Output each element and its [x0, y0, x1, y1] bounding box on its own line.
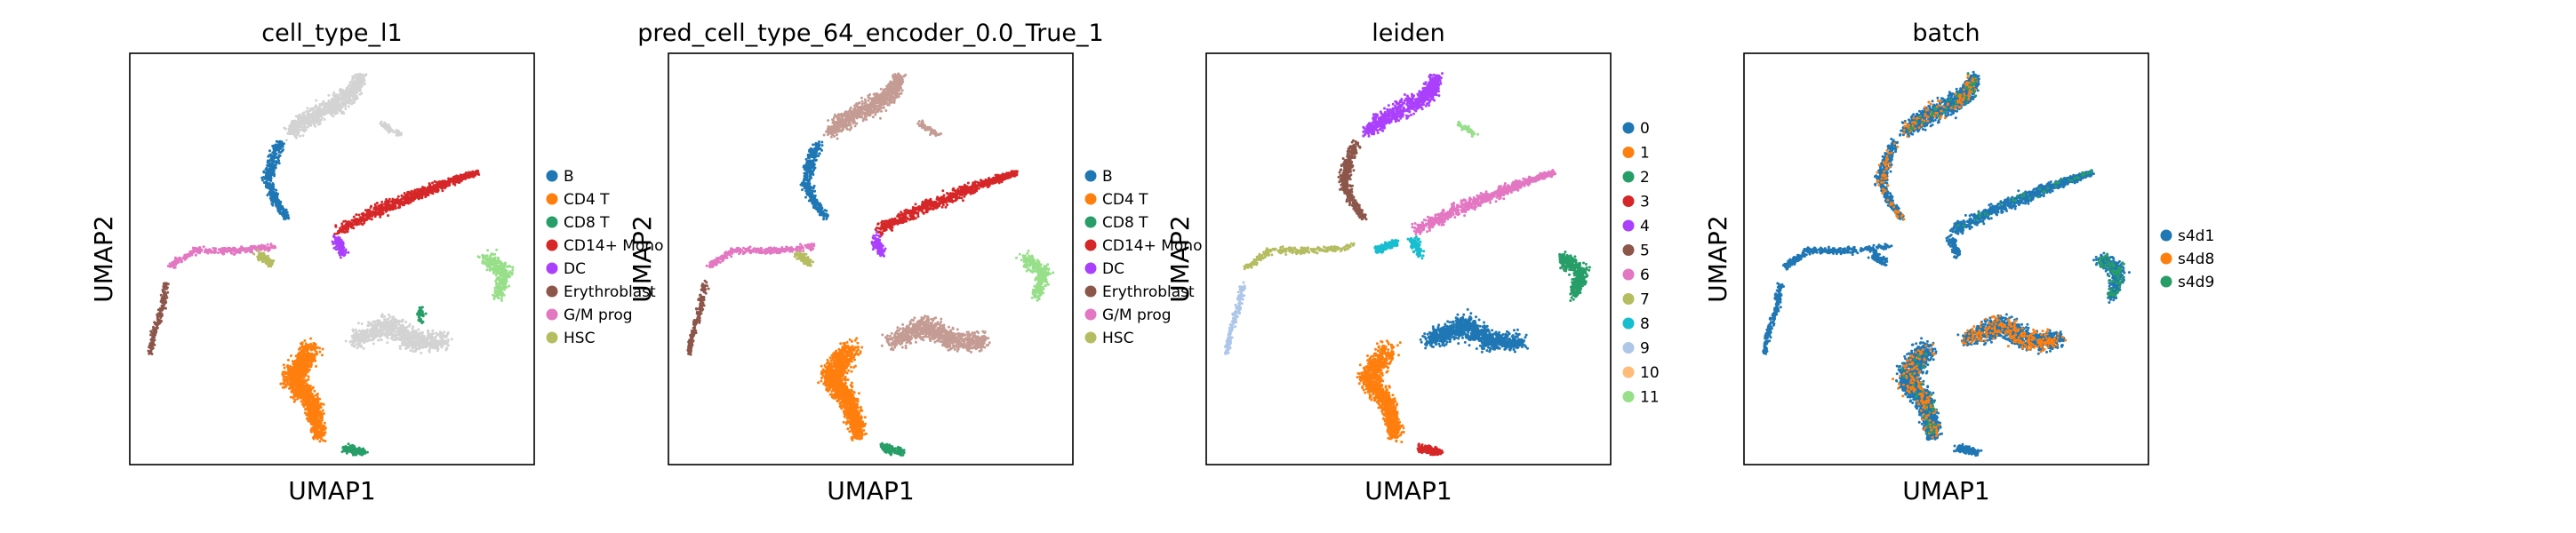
legend-marker: [547, 171, 558, 182]
legend-marker: [547, 217, 558, 228]
legend-label: CD4 T: [1102, 191, 1148, 209]
y-axis-label: UMAP2: [1165, 215, 1195, 303]
legend-marker: [1623, 244, 1635, 256]
legend-marker: [1085, 171, 1097, 182]
legend-marker: [547, 332, 558, 344]
legend-marker: [547, 286, 558, 298]
legend-label: B: [564, 168, 574, 186]
legend-marker: [1623, 318, 1635, 330]
legend-label: s4d8: [2178, 251, 2214, 268]
scatter-points: [148, 73, 515, 457]
umap-panel: batch UMAP1 UMAP2 s4d1 s4d8 s4d9: [1703, 20, 2214, 505]
scatter-points: [686, 73, 1054, 457]
umap-panel: leiden UMAP1 UMAP2 0 1 2 3 4 5 6 7 8 9 10 11: [1165, 20, 1660, 505]
legend-marker: [1085, 240, 1097, 251]
legend-label: 9: [1640, 340, 1650, 358]
legend-label: 5: [1640, 243, 1650, 260]
legend-marker: [547, 194, 558, 205]
scatter-points: [1224, 72, 1591, 456]
panel-title: leiden: [1372, 20, 1444, 47]
legend-marker: [1623, 123, 1635, 134]
legend-label: HSC: [564, 330, 595, 347]
legend-label: HSC: [1102, 330, 1133, 347]
y-axis-label: UMAP2: [628, 215, 657, 303]
legend: s4d1 s4d8 s4d9: [2161, 227, 2215, 291]
legend-marker: [2161, 230, 2172, 242]
legend-label: 4: [1640, 218, 1650, 235]
legend-label: 11: [1640, 389, 1660, 407]
legend-marker: [1085, 217, 1097, 228]
y-axis-label: UMAP2: [89, 215, 118, 303]
legend-label: DC: [564, 260, 586, 278]
legend-label: s4d9: [2178, 274, 2214, 291]
legend-label: CD8 T: [564, 214, 610, 232]
panel-title: batch: [1912, 20, 1980, 47]
legend-marker: [1085, 309, 1097, 321]
legend-label: 2: [1640, 169, 1650, 187]
legend-marker: [1085, 194, 1097, 205]
legend-marker: [1085, 263, 1097, 274]
legend-label: B: [1102, 168, 1113, 186]
legend-label: 8: [1640, 315, 1650, 333]
legend-label: 6: [1640, 266, 1650, 284]
legend-marker: [1623, 195, 1635, 207]
legend: 0 1 2 3 4 5 6 7 8 9 10 11: [1623, 120, 1660, 407]
legend-marker: [1623, 342, 1635, 354]
x-axis-label: UMAP1: [1902, 476, 1990, 505]
legend-label: s4d1: [2178, 227, 2214, 245]
legend-marker: [1623, 171, 1635, 183]
legend-marker: [2161, 276, 2172, 288]
panel-title: pred_cell_type_64_encoder_0.0_True_1: [637, 20, 1103, 47]
legend-marker: [1623, 147, 1635, 158]
legend-marker: [1085, 286, 1097, 298]
legend-marker: [1623, 293, 1635, 305]
legend-marker: [547, 309, 558, 321]
x-axis-label: UMAP1: [827, 476, 915, 505]
y-axis-label: UMAP2: [1703, 215, 1732, 303]
legend-marker: [547, 263, 558, 274]
legend-marker: [2161, 253, 2172, 265]
legend-marker: [1085, 332, 1097, 344]
x-axis-label: UMAP1: [1364, 476, 1452, 505]
legend-marker: [1623, 391, 1635, 402]
legend-label: 1: [1640, 145, 1650, 163]
legend-marker: [1623, 269, 1635, 281]
scatter-points: [1762, 71, 2131, 457]
legend-label: 10: [1640, 364, 1660, 382]
legend-label: CD4 T: [564, 191, 610, 209]
legend-label: G/M prog: [564, 306, 633, 324]
legend-label: 7: [1640, 291, 1650, 309]
legend-label: 3: [1640, 194, 1650, 211]
legend-label: DC: [1102, 260, 1124, 278]
panel-title: cell_type_l1: [261, 20, 402, 47]
umap-panel: pred_cell_type_64_encoder_0.0_True_1 UMAP…: [628, 20, 1202, 505]
legend-marker: [1623, 220, 1635, 232]
legend-label: 0: [1640, 120, 1650, 138]
x-axis-label: UMAP1: [288, 476, 376, 505]
legend-marker: [547, 240, 558, 251]
legend-marker: [1623, 367, 1635, 378]
legend-label: G/M prog: [1102, 306, 1172, 324]
legend-label: CD8 T: [1102, 214, 1148, 232]
